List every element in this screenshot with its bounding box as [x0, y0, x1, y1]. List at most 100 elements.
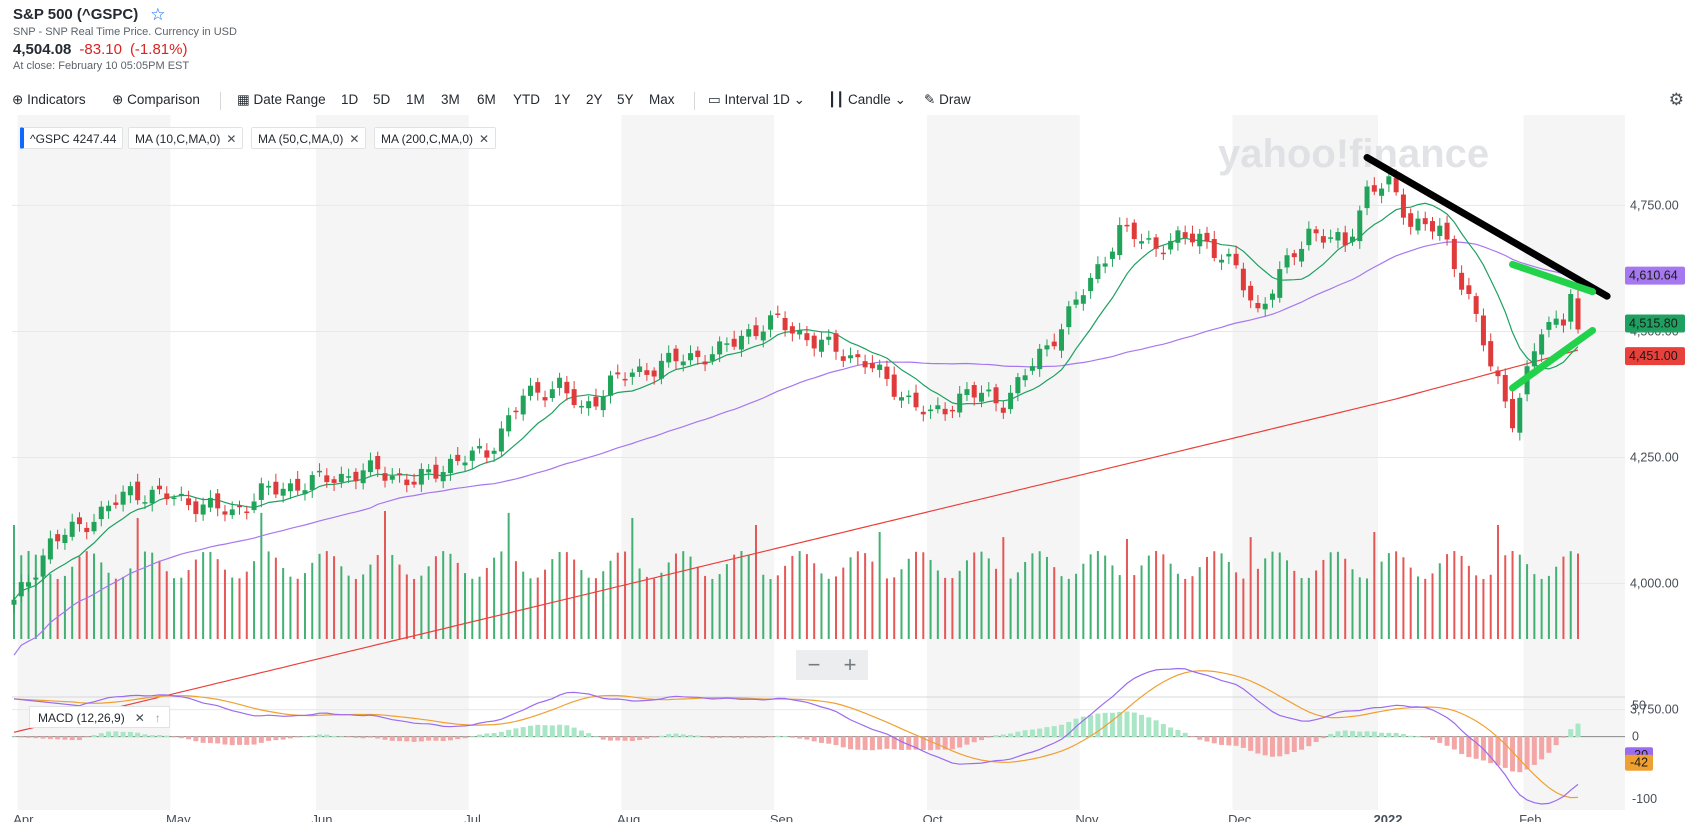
- symbol-tag-label: ^GSPC: [30, 132, 70, 146]
- macd-histogram-bar: [906, 736, 912, 750]
- volume-bar: [784, 565, 787, 639]
- date-range-button[interactable]: ▦ Date Range: [237, 92, 326, 108]
- candle-body: [1029, 366, 1035, 371]
- candle-body: [186, 498, 192, 506]
- candle-body: [18, 582, 24, 597]
- close-icon[interactable]: ✕: [479, 132, 490, 146]
- volume-bar: [936, 570, 939, 639]
- x-tick-label: Apr: [13, 812, 34, 822]
- volume-bar: [1133, 575, 1136, 639]
- macd-histogram-bar: [1139, 714, 1145, 738]
- volume-bar: [34, 554, 37, 639]
- volume-bar: [1446, 554, 1449, 639]
- volume-bar: [93, 553, 96, 639]
- macd-tag[interactable]: MACD (12,26,9) ✕ ↑: [29, 706, 170, 728]
- chart-type-label: Candle: [848, 92, 891, 107]
- macd-histogram-bar: [84, 736, 90, 738]
- macd-histogram-bar: [469, 736, 475, 738]
- candle-body: [586, 401, 592, 409]
- volume-bar: [587, 577, 590, 639]
- close-icon[interactable]: ✕: [349, 132, 360, 146]
- zoom-in-button[interactable]: +: [843, 652, 857, 677]
- volume-bar: [1184, 578, 1187, 639]
- macd-histogram-bar: [789, 736, 795, 738]
- candle-body: [724, 343, 730, 345]
- ma200-tag[interactable]: MA (200,C,MA,0) ✕: [374, 127, 497, 149]
- range-5d[interactable]: 5D: [373, 92, 391, 107]
- indicators-button[interactable]: ⊕ Indicators: [12, 92, 86, 108]
- volume-bar: [1038, 551, 1041, 639]
- candle-body: [804, 333, 810, 341]
- candle-body: [1575, 298, 1581, 330]
- ma10-tag[interactable]: MA (10,C,MA,0) ✕: [128, 127, 244, 149]
- candle-body: [287, 483, 293, 492]
- volume-bar: [223, 569, 226, 639]
- macd-histogram-bar: [69, 736, 75, 741]
- star-icon[interactable]: ☆: [150, 5, 166, 24]
- ma50-tag[interactable]: MA (50,C,MA,0) ✕: [251, 127, 367, 149]
- macd-histogram-bar: [826, 736, 832, 744]
- volume-bar: [1511, 551, 1514, 639]
- range-ytd[interactable]: YTD: [513, 92, 540, 107]
- candle-body: [549, 389, 555, 398]
- macd-histogram-bar: [1379, 732, 1385, 738]
- macd-histogram-bar: [498, 731, 504, 738]
- macd-histogram-bar: [928, 736, 934, 751]
- volume-bar: [464, 573, 467, 639]
- candle-body: [1357, 210, 1363, 242]
- volume-bar: [376, 554, 379, 639]
- macd-histogram-bar: [251, 736, 257, 745]
- comparison-button[interactable]: ⊕ Comparison: [112, 92, 200, 108]
- range-1m[interactable]: 1M: [406, 92, 425, 107]
- volume-bar: [1220, 553, 1223, 639]
- macd-histogram-bar: [1488, 736, 1494, 764]
- volume-bar: [318, 553, 321, 639]
- macd-histogram-bar: [397, 736, 403, 742]
- gear-icon[interactable]: ⚙: [1668, 90, 1684, 109]
- macd-histogram-bar: [113, 731, 119, 738]
- macd-histogram-bar: [237, 736, 243, 745]
- volume-bar: [245, 571, 248, 639]
- volume-bar: [1271, 551, 1274, 639]
- range-2y[interactable]: 2Y: [586, 92, 603, 107]
- zoom-out-button[interactable]: −: [807, 652, 821, 677]
- range-6m[interactable]: 6M: [477, 92, 496, 107]
- chart-type-button[interactable]: ┃┃ Candle ⌄: [828, 92, 906, 108]
- volume-bar: [56, 578, 59, 639]
- range-1d[interactable]: 1D: [341, 92, 359, 107]
- candle-body: [338, 473, 344, 483]
- candle-body: [418, 468, 424, 485]
- volume-bar: [1526, 564, 1529, 639]
- close-icon[interactable]: ✕: [226, 132, 237, 146]
- candle-body: [855, 354, 861, 358]
- volume-bar: [1176, 573, 1179, 639]
- candle-body: [1444, 222, 1450, 240]
- symbol-tag[interactable]: ^GSPC 4247.44: [20, 127, 124, 149]
- volume-bar: [915, 551, 918, 639]
- volume-bar: [1307, 577, 1310, 639]
- close-icon[interactable]: ✕: [134, 711, 145, 725]
- volume-bar: [551, 559, 554, 639]
- volume-bar: [1169, 563, 1172, 639]
- volume-bar: [1351, 569, 1354, 639]
- macd-histogram-bar: [1349, 731, 1355, 738]
- interval-button[interactable]: ▭ Interval 1D ⌄: [708, 92, 805, 108]
- range-5y[interactable]: 5Y: [617, 92, 634, 107]
- arrow-up-icon[interactable]: ↑: [154, 711, 161, 725]
- range-3m[interactable]: 3M: [441, 92, 460, 107]
- candle-body: [1553, 318, 1559, 325]
- ruler-icon: ▭: [708, 92, 721, 107]
- candle-body: [375, 456, 381, 470]
- volume-bar: [1082, 563, 1085, 639]
- candle-body: [1335, 232, 1341, 241]
- candle-body: [797, 330, 803, 335]
- candle-body: [113, 502, 119, 505]
- draw-button[interactable]: ✎ Draw: [924, 92, 971, 108]
- range-max[interactable]: Max: [649, 92, 675, 107]
- range-1y[interactable]: 1Y: [554, 92, 571, 107]
- macd-histogram-bar: [884, 736, 890, 749]
- price-chart[interactable]: 4,750.004,500.004,250.004,000.003,750.00…: [0, 115, 1690, 822]
- candle-body: [1226, 253, 1232, 257]
- volume-bar: [696, 566, 699, 639]
- candle-body: [848, 355, 854, 359]
